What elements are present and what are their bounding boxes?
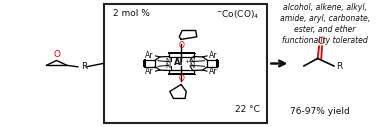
Text: O: O <box>317 37 324 46</box>
Text: O: O <box>178 74 184 83</box>
Text: N: N <box>166 63 171 69</box>
Text: 22 °C: 22 °C <box>235 105 260 114</box>
Text: R: R <box>336 62 342 71</box>
Text: alcohol, alkene, alkyl,
amide, aryl, carbonate,
ester, and ether
functionality t: alcohol, alkene, alkyl, amide, aryl, car… <box>280 3 370 45</box>
Text: $^{-}$Co(CO)$_4$: $^{-}$Co(CO)$_4$ <box>217 9 260 21</box>
Text: R: R <box>81 62 87 71</box>
Text: N: N <box>189 58 194 64</box>
Text: Ar: Ar <box>209 67 218 76</box>
Text: Al: Al <box>174 58 183 67</box>
Text: 2 mol %: 2 mol % <box>113 9 150 18</box>
Text: O: O <box>53 50 60 59</box>
Text: Ar: Ar <box>209 51 218 60</box>
Bar <box>104 4 266 123</box>
Text: Ar: Ar <box>145 67 153 76</box>
Text: N: N <box>166 58 171 64</box>
Text: Ar: Ar <box>145 51 153 60</box>
Text: O: O <box>178 41 184 50</box>
Text: N: N <box>189 63 194 69</box>
Text: 76-97% yield: 76-97% yield <box>290 107 349 116</box>
Text: +: + <box>185 59 190 64</box>
